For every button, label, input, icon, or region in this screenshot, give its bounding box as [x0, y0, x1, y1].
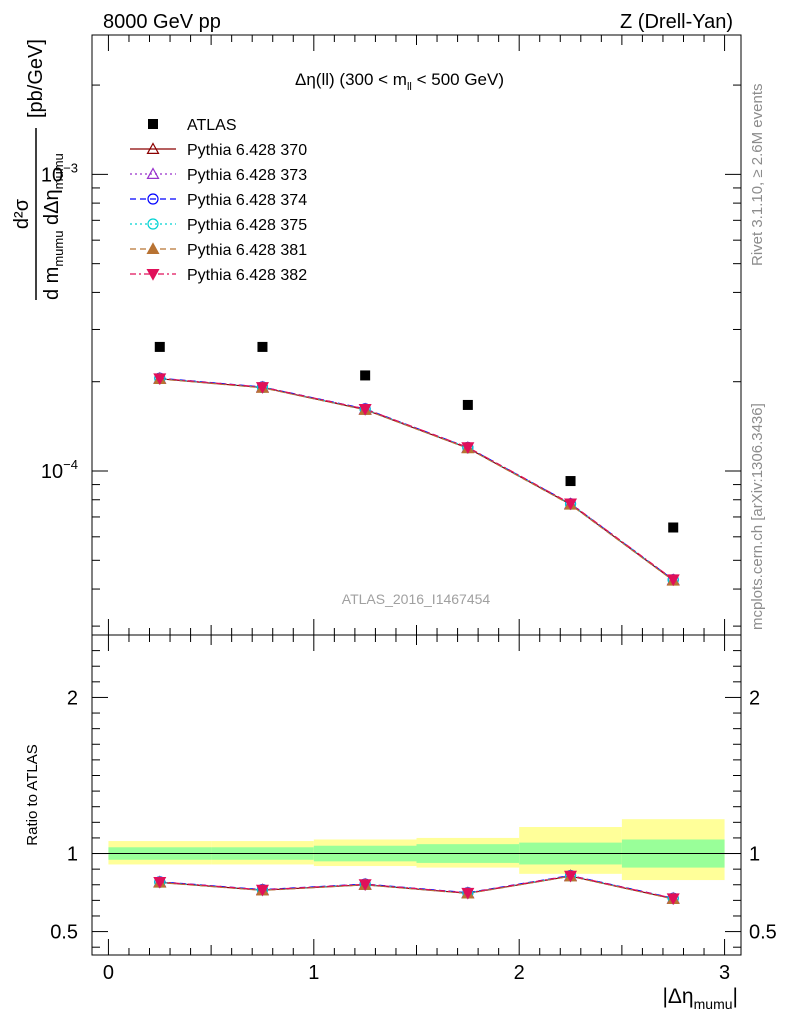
legend-label-4: Pythia 6.428 381 — [187, 242, 307, 259]
mc-ratio-point — [358, 879, 372, 892]
legend-marker-3 — [147, 218, 159, 230]
y-label-unit: [pb/GeV] — [25, 39, 47, 118]
data-points — [154, 341, 679, 533]
mc-point — [358, 404, 372, 416]
y-label-numerator: d²σ — [11, 198, 33, 229]
analysis-id: ATLAS_2016_I1467454 — [342, 591, 491, 607]
legend-marker-5 — [146, 269, 160, 281]
legend-label-0: Pythia 6.428 370 — [187, 142, 307, 159]
mcplots-label: mcplots.cern.ch [arXiv:1306.3436] — [749, 403, 766, 630]
mc-ratio-point — [255, 884, 269, 897]
mc-ratio-line-0 — [159, 875, 674, 900]
y-label-denominator: d mmumu dΔηmumu — [41, 153, 66, 300]
y-axis-label: d²σ d mmumu dΔηmumu [pb/GeV] — [11, 39, 66, 300]
ratio-tick-label-left: 1 — [67, 844, 78, 866]
y-label-denom-sub: mumu — [51, 231, 66, 267]
data-point — [360, 370, 371, 381]
ratio-tick-label-right: 1 — [749, 844, 760, 866]
y-tick-label: 10−3 — [41, 160, 78, 186]
mc-line-5 — [159, 377, 674, 580]
data-point — [257, 341, 268, 352]
legend-data-marker — [148, 119, 158, 129]
y-tick-label: 10−4 — [41, 457, 78, 483]
ratio-plot-frame — [91, 634, 742, 956]
x-label-main: |Δη — [662, 985, 693, 1008]
mc-line-2 — [159, 377, 674, 581]
mc-ratio-line-3 — [159, 875, 674, 900]
legend-marker-1 — [146, 167, 160, 179]
y-label-denom-sub2: mumu — [51, 153, 66, 189]
ratio-tick-label-right: 2 — [749, 687, 760, 709]
plot-title-prefix: Δη(ll) (300 < m — [295, 70, 407, 89]
mc-markers — [153, 371, 680, 906]
mc-line-4 — [159, 378, 674, 582]
legend-marker-4 — [146, 242, 160, 254]
mc-ratio-point — [564, 870, 578, 883]
ratio-tick-label-left: 2 — [67, 687, 78, 709]
mc-point — [666, 574, 680, 587]
rivet-version-label: Rivet 3.1.10, ≥ 2.6M events — [749, 84, 766, 267]
mc-point — [255, 382, 269, 394]
x-tick-label: 2 — [514, 962, 525, 984]
mc-line-0 — [159, 378, 674, 581]
mc-point — [153, 373, 167, 386]
x-label-sub: mumu — [694, 996, 733, 1012]
data-point — [154, 341, 165, 352]
uncertainty-bands — [92, 819, 741, 881]
x-tick-label: 1 — [308, 962, 319, 984]
data-point — [565, 476, 576, 487]
legend-data-label: ATLAS — [187, 117, 237, 134]
mc-ratio-line-2 — [159, 874, 674, 899]
plot-title-sub: ll — [407, 81, 412, 93]
y-tick-base: 10 — [41, 461, 63, 483]
x-axis-label: |Δηmumu| — [662, 985, 738, 1012]
data-point — [668, 522, 679, 533]
mc-ratio-point — [666, 893, 680, 906]
mc-point — [461, 442, 475, 455]
legend-marker-0 — [146, 142, 160, 154]
x-tick-label: 0 — [103, 962, 114, 984]
ratio-tick-label-left: 0.5 — [50, 922, 78, 944]
mc-ratio-point — [461, 887, 475, 900]
mc-line-1 — [159, 377, 674, 581]
y-tick-exp: −4 — [63, 457, 78, 472]
ratio-y-label: Ratio to ATLAS — [24, 744, 41, 845]
mc-ratio-line-4 — [159, 875, 674, 900]
ratio-tick-label-right: 0.5 — [749, 922, 777, 944]
legend: ATLAS Pythia 6.428 370 Pythia 6.428 373 Pyt… — [130, 117, 307, 284]
header-right: Z (Drell-Yan) — [620, 11, 733, 33]
y-tick-exp: −3 — [63, 160, 78, 175]
header-left: 8000 GeV pp — [103, 11, 221, 33]
legend-label-2: Pythia 6.428 374 — [187, 192, 307, 209]
mc-ratio-line-5 — [159, 875, 674, 899]
mc-point — [564, 498, 578, 511]
x-label-end: | — [733, 985, 738, 1008]
y-tick-base: 10 — [41, 164, 63, 186]
plot-title: Δη(ll) (300 < mll < 500 GeV) — [295, 70, 504, 93]
legend-label-3: Pythia 6.428 375 — [187, 217, 307, 234]
y-label-denom-d: d m — [41, 267, 63, 300]
axis-ticks: 0 1 2 310−310−40.5 0.51 12 2 — [41, 35, 777, 984]
legend-marker-2 — [147, 193, 159, 205]
legend-label-1: Pythia 6.428 373 — [187, 167, 307, 184]
data-point — [462, 399, 473, 410]
plot-title-suffix: < 500 GeV) — [412, 70, 504, 89]
x-tick-label: 3 — [719, 962, 730, 984]
mc-ratio-line-1 — [159, 875, 674, 900]
legend-label-5: Pythia 6.428 382 — [187, 267, 307, 284]
mc-lines — [159, 377, 674, 900]
y-label-denom-mid: dΔη — [41, 189, 63, 230]
mc-line-3 — [159, 378, 674, 581]
mc-ratio-point — [153, 876, 167, 889]
